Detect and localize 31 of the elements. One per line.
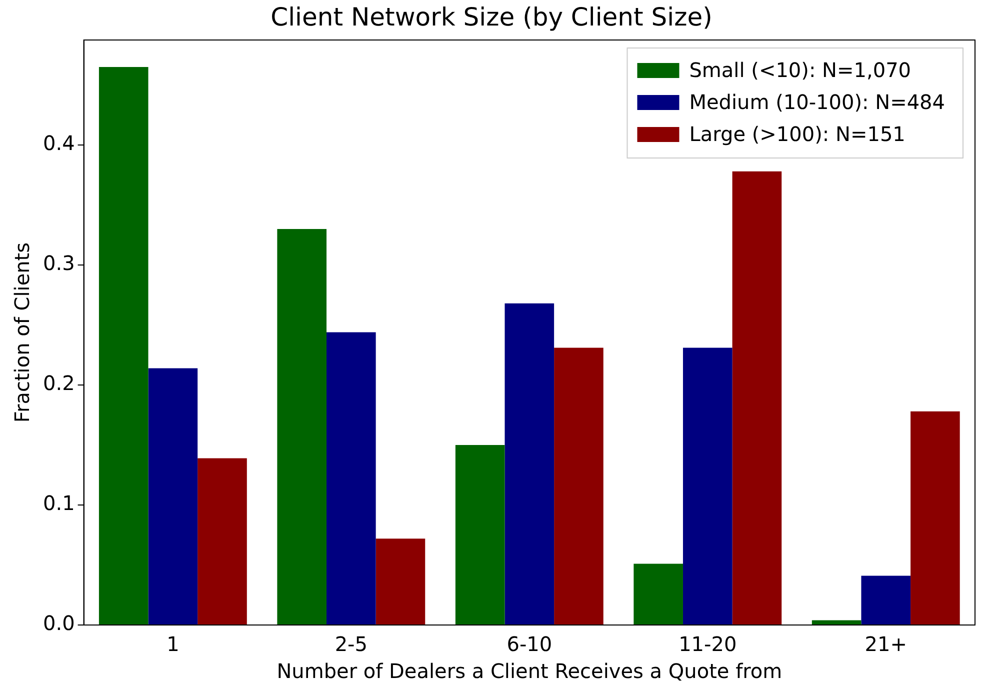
x-tick-label: 6-10 [506,632,552,656]
x-tick-label: 11-20 [678,632,737,656]
bar [910,411,960,624]
y-tick-label: 0.2 [42,371,75,396]
bar [98,67,148,624]
x-axis-title: Number of Dealers a Client Receives a Quote from [276,659,782,684]
y-tick-label: 0.3 [42,251,75,276]
bar [455,445,505,624]
y-tick-label: 0.1 [42,491,75,516]
x-tick-label: 1 [166,632,180,656]
chart-title: Client Network Size (by Client Size) [270,2,712,32]
x-tick-label: 2-5 [334,632,368,656]
bar [732,171,782,624]
bar [148,368,198,624]
y-axis-title: Fraction of Clients [10,242,34,423]
bar [634,564,683,624]
bar [277,229,327,624]
bar [554,348,604,624]
legend-label: Medium (10-100): N=484 [689,90,946,114]
bar [376,538,426,624]
legend-label: Large (>100): N=151 [689,122,906,146]
bar [812,620,862,624]
y-tick-label: 0.4 [42,131,75,156]
y-tick-label: 0.0 [42,611,75,636]
bar [326,332,376,624]
bar [682,348,732,624]
bar [198,458,247,624]
bar [504,303,554,624]
x-tick-label: 21+ [864,632,907,656]
bar [861,576,911,624]
legend-label: Small (<10): N=1,070 [689,58,912,82]
